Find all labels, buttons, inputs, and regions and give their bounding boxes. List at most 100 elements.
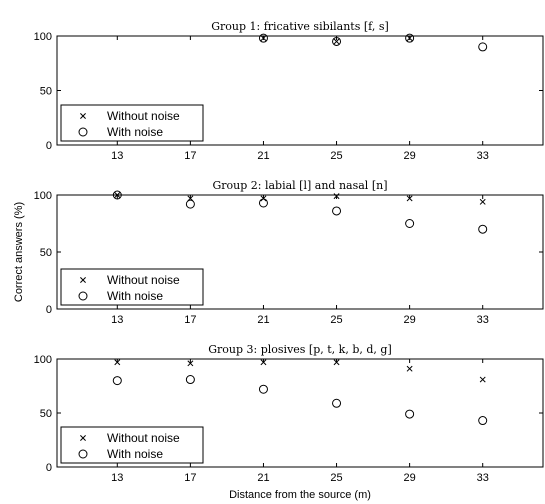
- x-tick-label: 13: [111, 150, 123, 162]
- legend-marker-with-noise: [78, 449, 88, 459]
- legend-marker-with-noise: [78, 127, 88, 137]
- panel-3: Group 3: plosives [p, t, k, b, d, g] 13 17…: [34, 343, 544, 484]
- y-tick-label: 100: [34, 190, 52, 202]
- legend-marker-with-noise: [78, 291, 88, 301]
- legend-label-with-noise: With noise: [107, 447, 163, 461]
- legend: Without noise With noise: [60, 426, 204, 464]
- data-point-with-noise: [258, 384, 268, 394]
- data-point-without-noise: [260, 359, 267, 366]
- data-point-without-noise: [260, 195, 267, 202]
- x-marker-stroke: [114, 359, 121, 366]
- x-tick-label: 25: [330, 472, 342, 484]
- legend-marker-without-noise: [80, 435, 86, 441]
- y-tick-label: 100: [34, 31, 52, 43]
- data-point-with-noise: [478, 416, 488, 426]
- legend-marker-without-noise: [80, 277, 86, 283]
- x-tick-label: 33: [477, 314, 489, 326]
- data-point-without-noise: [333, 359, 340, 366]
- panel-title: Group 1: fricative sibilants [f, s]: [211, 20, 389, 33]
- x-marker-stroke: [479, 376, 486, 383]
- x-marker-stroke: [406, 365, 413, 372]
- data-point-with-noise: [478, 224, 488, 234]
- legend-box: [60, 268, 204, 306]
- data-point-without-noise: [406, 195, 413, 202]
- x-tick-label: 21: [257, 150, 269, 162]
- y-tick-label: 50: [40, 408, 52, 420]
- legend-box: [60, 426, 204, 464]
- x-marker-stroke: [406, 195, 413, 202]
- legend-marker-without-noise: [80, 113, 86, 119]
- data-point-with-noise: [185, 199, 195, 209]
- x-tick-label: 13: [111, 472, 123, 484]
- data-point-with-noise: [258, 33, 268, 43]
- x-marker-stroke: [260, 35, 267, 42]
- data-point-without-noise: [406, 365, 413, 372]
- x-tick-label: 21: [257, 314, 269, 326]
- legend-label-with-noise: With noise: [107, 289, 163, 303]
- data-point-with-noise: [258, 198, 268, 208]
- data-point-without-noise: [479, 376, 486, 383]
- x-marker-stroke: [80, 113, 86, 119]
- y-axis-label: Correct answers (%): [13, 202, 25, 302]
- y-tick-label: 100: [34, 354, 52, 366]
- panel-2: Group 2: labial [l] and nasal [n] 13 17 21 2…: [34, 179, 544, 326]
- legend: Without noise With noise: [60, 104, 204, 142]
- x-marker-stroke: [333, 38, 340, 45]
- x-tick-label: 29: [403, 472, 415, 484]
- x-tick-label: 29: [403, 150, 415, 162]
- legend-label-without-noise: Without noise: [107, 273, 180, 287]
- x-axis-label: Distance from the source (m): [229, 489, 371, 501]
- data-point-without-noise: [260, 35, 267, 42]
- data-point-without-noise: [406, 35, 413, 42]
- data-point-without-noise: [114, 359, 121, 366]
- x-marker-stroke: [260, 195, 267, 202]
- x-marker-stroke: [260, 359, 267, 366]
- y-tick-label: 50: [40, 86, 52, 98]
- x-tick-label: 13: [111, 314, 123, 326]
- panel-title: Group 2: labial [l] and nasal [n]: [212, 179, 387, 192]
- y-tick-label: 0: [46, 462, 52, 474]
- data-point-with-noise: [332, 206, 342, 216]
- x-tick-label: 25: [330, 150, 342, 162]
- data-point-without-noise: [333, 193, 340, 200]
- x-tick-label: 29: [403, 314, 415, 326]
- x-marker-stroke: [406, 35, 413, 42]
- x-marker-stroke: [333, 359, 340, 366]
- legend-box: [60, 104, 204, 142]
- x-tick-label: 33: [477, 150, 489, 162]
- x-tick-label: 21: [257, 472, 269, 484]
- panel-title: Group 3: plosives [p, t, k, b, d, g]: [208, 343, 392, 356]
- x-marker-stroke: [114, 192, 121, 198]
- x-tick-label: 17: [184, 314, 196, 326]
- legend-label-without-noise: Without noise: [107, 431, 180, 445]
- y-tick-label: 0: [46, 304, 52, 316]
- data-point-with-noise: [332, 398, 342, 408]
- x-marker-stroke: [80, 435, 86, 441]
- x-tick-label: 33: [477, 472, 489, 484]
- data-point-without-noise: [114, 192, 121, 198]
- legend: Without noise With noise: [60, 268, 204, 306]
- x-marker-stroke: [187, 360, 194, 367]
- x-tick-label: 17: [184, 150, 196, 162]
- data-point-with-noise: [405, 409, 415, 419]
- data-point-with-noise: [405, 219, 415, 228]
- x-marker-stroke: [479, 198, 486, 205]
- data-point-with-noise: [405, 33, 415, 43]
- x-marker-stroke: [333, 193, 340, 200]
- x-marker-stroke: [80, 277, 86, 283]
- panel-1: Group 1: fricative sibilants [f, s] 13 17 2…: [34, 20, 544, 162]
- data-point-without-noise: [187, 360, 194, 367]
- y-tick-label: 50: [40, 247, 52, 259]
- x-tick-label: 25: [330, 314, 342, 326]
- x-tick-label: 17: [184, 472, 196, 484]
- data-point-without-noise: [333, 38, 340, 45]
- data-point-with-noise: [185, 375, 195, 385]
- legend-label-with-noise: With noise: [107, 125, 163, 139]
- data-point-with-noise: [112, 190, 122, 200]
- data-point-with-noise: [112, 376, 122, 386]
- y-tick-label: 0: [46, 140, 52, 152]
- data-point-with-noise: [478, 42, 488, 52]
- data-point-with-noise: [332, 36, 342, 46]
- legend-label-without-noise: Without noise: [107, 109, 180, 123]
